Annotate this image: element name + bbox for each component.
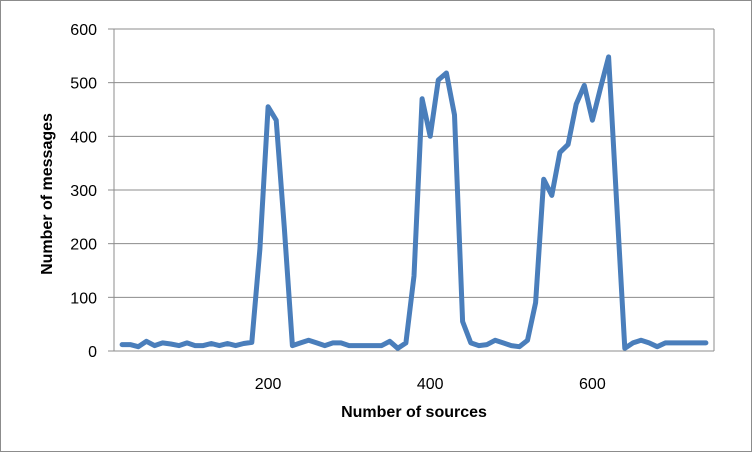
x-tick-labels: 200 400 600: [255, 376, 606, 393]
y-tick-label: 500: [70, 76, 97, 93]
series-layer: [119, 54, 709, 351]
series-line-0: [119, 54, 709, 351]
y-tick-label: 600: [70, 22, 97, 39]
grid-lines: [114, 28, 714, 298]
x-tick-label: 200: [255, 376, 282, 393]
y-tick-label: 200: [70, 237, 97, 254]
x-tick-label: 600: [579, 376, 606, 393]
axes: [108, 28, 715, 352]
y-axis-title: Number of messages: [39, 113, 56, 275]
x-tick-label: 400: [417, 376, 444, 393]
y-tick-label: 0: [88, 344, 97, 361]
y-tick-label: 100: [70, 290, 97, 307]
x-axis-title: Number of sources: [341, 404, 487, 421]
y-tick-label: 300: [70, 183, 97, 200]
y-tick-label: 400: [70, 129, 97, 146]
y-tick-labels: 0 100 200 300 400 500 600: [70, 22, 97, 361]
